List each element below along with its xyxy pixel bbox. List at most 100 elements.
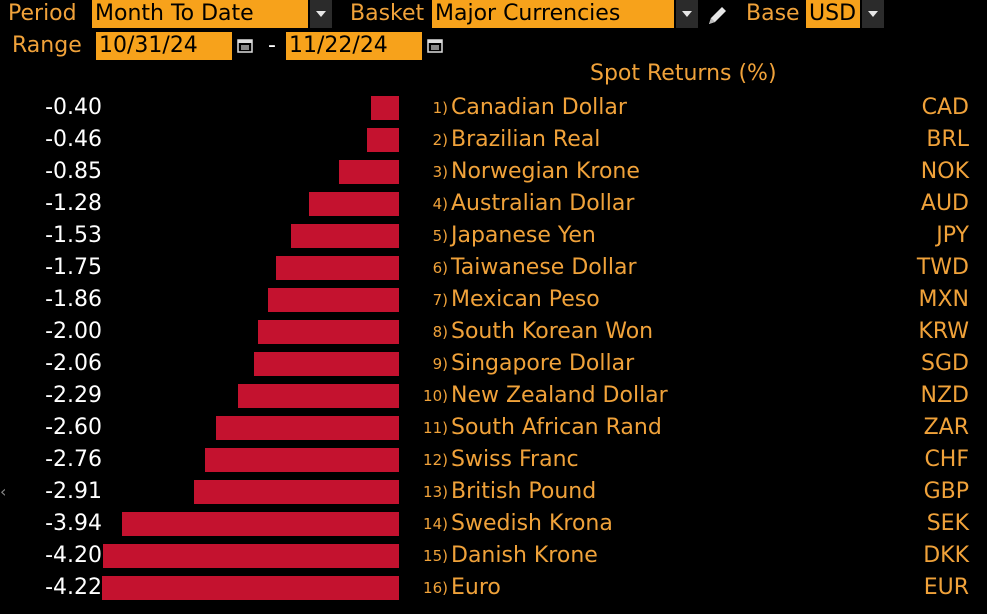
table-row[interactable]: -2.91 13) British Pound GBP [0, 476, 987, 508]
rank-number: 13) [423, 483, 448, 501]
return-value: -4.22 [45, 575, 102, 600]
return-value: -2.76 [45, 447, 102, 472]
currency-code: DKK [923, 543, 969, 568]
calendar-icon[interactable] [424, 32, 446, 60]
return-value: -2.60 [45, 415, 102, 440]
table-row[interactable]: -1.86 7) Mexican Peso MXN [0, 284, 987, 316]
rank-number: 15) [423, 547, 448, 565]
currency-name[interactable]: South African Rand [451, 415, 662, 440]
rank-number: 6) [432, 259, 448, 277]
rank-number: 4) [432, 195, 448, 213]
currency-code: NOK [920, 159, 969, 184]
currency-name[interactable]: Brazilian Real [451, 127, 601, 152]
range-end-input[interactable]: 11/22/24 [286, 32, 422, 60]
basket-dropdown[interactable]: Major Currencies [432, 0, 674, 28]
base-dropdown[interactable]: USD [806, 0, 860, 28]
return-bar [258, 320, 399, 344]
currency-name[interactable]: Singapore Dollar [451, 351, 635, 376]
return-bar [121, 512, 399, 536]
return-bar [103, 544, 399, 568]
currency-code: TWD [916, 255, 969, 280]
currency-code: JPY [936, 223, 969, 248]
currency-name[interactable]: British Pound [451, 479, 597, 504]
return-bar [194, 480, 399, 504]
return-value: -0.85 [45, 159, 102, 184]
table-row[interactable]: -0.85 3) Norwegian Krone NOK [0, 156, 987, 188]
return-value: -3.94 [45, 511, 102, 536]
return-value: -2.00 [45, 319, 102, 344]
currency-name[interactable]: Swedish Krona [451, 511, 613, 536]
return-value: -1.53 [45, 223, 102, 248]
currency-name[interactable]: Euro [451, 575, 501, 600]
currency-name[interactable]: Taiwanese Dollar [451, 255, 637, 280]
return-value: -1.28 [45, 191, 102, 216]
return-value: -0.40 [45, 95, 102, 120]
return-bar [102, 576, 399, 600]
period-dropdown[interactable]: Month To Date [92, 0, 308, 28]
range-start-input[interactable]: 10/31/24 [96, 32, 232, 60]
return-value: -2.29 [45, 383, 102, 408]
return-bar [339, 160, 399, 184]
currency-code: NZD [920, 383, 969, 408]
return-value: -2.91 [45, 479, 102, 504]
return-value: -4.20 [45, 543, 102, 568]
return-bar [308, 192, 399, 216]
table-row[interactable]: -0.40 1) Canadian Dollar CAD [0, 92, 987, 124]
currency-name[interactable]: New Zealand Dollar [451, 383, 668, 408]
currency-name[interactable]: Australian Dollar [451, 191, 635, 216]
currency-name[interactable]: Norwegian Krone [451, 159, 640, 184]
collapse-edge-icon[interactable]: ‹ [0, 482, 7, 501]
period-dropdown-arrow-icon[interactable] [310, 0, 332, 28]
currency-code: SEK [926, 511, 969, 536]
table-row[interactable]: -2.60 11) South African Rand ZAR [0, 412, 987, 444]
table-row[interactable]: -2.06 9) Singapore Dollar SGD [0, 348, 987, 380]
table-row[interactable]: -2.00 8) South Korean Won KRW [0, 316, 987, 348]
currency-name[interactable]: South Korean Won [451, 319, 654, 344]
currency-code: SGD [921, 351, 969, 376]
return-bar [237, 384, 399, 408]
base-label: Base [746, 1, 800, 26]
currency-name[interactable]: Mexican Peso [451, 287, 600, 312]
currency-code: ZAR [923, 415, 969, 440]
table-row[interactable]: -2.76 12) Swiss Franc CHF [0, 444, 987, 476]
chart-title: Spot Returns (%) [590, 61, 777, 86]
table-row[interactable]: -3.94 14) Swedish Krona SEK [0, 508, 987, 540]
calendar-icon[interactable] [234, 32, 256, 60]
currency-code: AUD [920, 191, 969, 216]
base-dropdown-arrow-icon[interactable] [862, 0, 884, 28]
return-bar [370, 96, 399, 120]
table-row[interactable]: -4.20 15) Danish Krone DKK [0, 540, 987, 572]
rank-number: 3) [432, 163, 448, 181]
currency-code: KRW [918, 319, 969, 344]
return-bar [216, 416, 399, 440]
table-row[interactable]: -1.28 4) Australian Dollar AUD [0, 188, 987, 220]
currency-code: EUR [923, 575, 969, 600]
currency-code: GBP [923, 479, 969, 504]
return-bar [254, 352, 399, 376]
currency-name[interactable]: Danish Krone [451, 543, 598, 568]
rank-number: 8) [432, 323, 448, 341]
table-row[interactable]: -1.75 6) Taiwanese Dollar TWD [0, 252, 987, 284]
rank-number: 1) [432, 99, 448, 117]
basket-dropdown-arrow-icon[interactable] [676, 0, 698, 28]
currency-code: MXN [918, 287, 969, 312]
range-label: Range [12, 33, 82, 58]
period-label: Period [8, 1, 77, 26]
edit-pencil-icon[interactable] [706, 3, 730, 27]
rank-number: 14) [423, 515, 448, 533]
rank-number: 12) [423, 451, 448, 469]
table-row[interactable]: -2.29 10) New Zealand Dollar NZD [0, 380, 987, 412]
currency-name[interactable]: Swiss Franc [451, 447, 579, 472]
rank-number: 16) [423, 579, 448, 597]
return-value: -2.06 [45, 351, 102, 376]
range-separator: - [268, 33, 276, 58]
currency-code: CHF [924, 447, 969, 472]
return-value: -1.75 [45, 255, 102, 280]
currency-name[interactable]: Canadian Dollar [451, 95, 627, 120]
return-bar [275, 256, 399, 280]
return-bar [204, 448, 399, 472]
table-row[interactable]: -0.46 2) Brazilian Real BRL [0, 124, 987, 156]
currency-name[interactable]: Japanese Yen [451, 223, 596, 248]
table-row[interactable]: -4.22 16) Euro EUR [0, 572, 987, 604]
table-row[interactable]: -1.53 5) Japanese Yen JPY [0, 220, 987, 252]
